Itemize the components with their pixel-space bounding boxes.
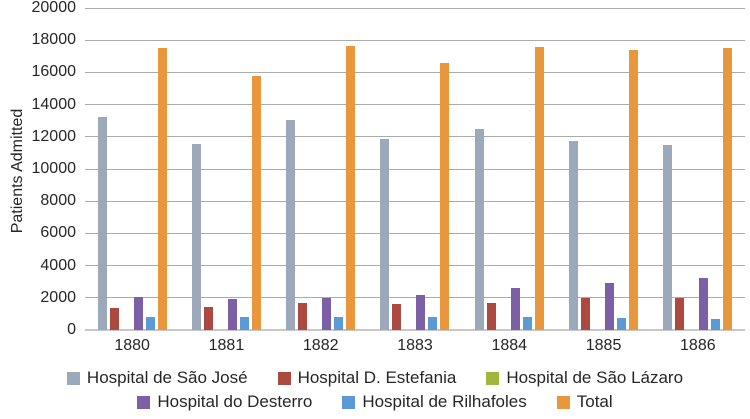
bar-1886-total (723, 48, 733, 330)
gridline-2000 (85, 297, 745, 299)
bar-1880-hospital-do-desterro (133, 297, 143, 330)
legend-item-hospital-de-s-o-jos-: Hospital de São José (66, 368, 248, 388)
bar-1886-hospital-d-estefania (675, 297, 685, 330)
bar-1881-hospital-d-estefania (203, 307, 213, 330)
bar-1881-total (251, 76, 261, 330)
bar-group-1886 (651, 8, 745, 330)
x-axis-line (85, 329, 745, 331)
gridline-20000 (85, 7, 745, 9)
y-tick-label-8000: 8000 (40, 192, 76, 210)
y-tick-label-4000: 4000 (40, 256, 76, 274)
x-tick-label-1880: 1880 (114, 337, 150, 354)
gridline-10000 (85, 168, 745, 170)
bar-1883-hospital-d-estefania (392, 304, 402, 330)
bar-1882-total (346, 45, 356, 330)
bar-1884-total (534, 46, 544, 330)
x-tick-label-1883: 1883 (397, 337, 433, 354)
legend-item-hospital-d-estefania: Hospital D. Estefania (277, 368, 457, 388)
y-tick-label-2000: 2000 (40, 288, 76, 306)
y-tick-label-14000: 14000 (31, 95, 77, 113)
legend-row-1: Hospital de São José Hospital D. Estefani… (66, 367, 683, 389)
legend-label: Hospital do Desterro (157, 392, 313, 411)
bar-1884-hospital-d-estefania (486, 303, 496, 330)
x-tick-label-1882: 1882 (302, 337, 339, 354)
bar-group-1885 (556, 8, 650, 330)
bar-1880-hospital-de-s-o-jos- (97, 117, 107, 330)
legend-label: Hospital D. Estefania (297, 368, 457, 387)
bar-1886-hospital-do-desterro (699, 278, 709, 330)
bar-1880-hospital-de-rilhafoles (145, 317, 155, 330)
bar-1881-hospital-do-desterro (227, 299, 237, 330)
bar-1881-hospital-de-rilhafoles (239, 317, 249, 330)
bar-1882-hospital-do-desterro (322, 297, 332, 330)
y-tick-label-18000: 18000 (31, 31, 77, 49)
legend-label: Hospital de Rilhafoles (362, 392, 527, 411)
bar-group-1880 (85, 8, 179, 330)
bar-1883-hospital-do-desterro (416, 294, 426, 330)
gridline-14000 (85, 104, 745, 106)
bar-1882-hospital-de-s-o-jos- (286, 119, 296, 330)
legend-row-2: Hospital do Desterro Hospital de Rilhafol… (137, 391, 613, 413)
bar-1885-hospital-de-rilhafoles (617, 317, 627, 330)
bar-group-1884 (462, 8, 556, 330)
bar-1880-hospital-d-estefania (109, 308, 119, 330)
y-tick-label-16000: 16000 (31, 63, 77, 81)
legend-item-total: Total (556, 392, 613, 412)
y-tick-label-10000: 10000 (31, 160, 77, 177)
gridline-8000 (85, 200, 745, 202)
bar-1882-hospital-d-estefania (298, 303, 308, 330)
legend-label: Hospital de São José (86, 368, 248, 387)
y-tick-label-6000: 6000 (40, 224, 76, 242)
legend-swatch-icon (486, 371, 500, 385)
bar-1880-total (157, 48, 167, 330)
bar-group-1881 (179, 8, 273, 330)
legend-label: Hospital de São Lázaro (506, 368, 684, 387)
bar-group-1883 (368, 8, 462, 330)
legend-item-hospital-de-s-o-l-zaro: Hospital de São Lázaro (486, 368, 683, 388)
bar-1884-hospital-de-rilhafoles (522, 317, 532, 330)
bar-1885-hospital-d-estefania (581, 297, 591, 330)
gridline-12000 (85, 136, 745, 138)
bar-1882-hospital-de-rilhafoles (334, 317, 344, 330)
y-tick-label-20000: 20000 (31, 0, 77, 16)
x-tick-label-1886: 1886 (680, 337, 716, 354)
legend-swatch-icon (66, 371, 80, 385)
y-tick-label-0: 0 (67, 321, 76, 338)
bar-1883-hospital-de-s-o-jos- (380, 139, 390, 330)
bar-1885-hospital-de-s-o-jos- (569, 140, 579, 330)
legend-swatch-icon (277, 371, 291, 385)
legend-label: Total (576, 392, 613, 411)
x-tick-label-1885: 1885 (585, 337, 622, 354)
legend-swatch-icon (556, 395, 570, 409)
x-axis-tick-labels: 1880 1881 1882 1883 1884 1885 1886 (85, 337, 745, 355)
bar-1885-hospital-do-desterro (605, 283, 615, 330)
bar-1883-total (440, 62, 450, 330)
bar-1886-hospital-de-rilhafoles (711, 318, 721, 330)
legend-swatch-icon (342, 395, 356, 409)
legend-item-hospital-de-rilhafoles: Hospital de Rilhafoles (342, 392, 527, 412)
legend-swatch-icon (137, 395, 151, 409)
y-axis-tick-labels: 0 2000 4000 6000 8000 10000 12000 14000 16000 180… (0, 0, 77, 338)
bar-group-1882 (274, 8, 368, 330)
bar-1885-total (629, 49, 639, 330)
bar-groups (85, 8, 745, 330)
y-tick-label-12000: 12000 (31, 127, 77, 145)
x-tick-label-1881: 1881 (208, 337, 245, 354)
plot-area (85, 7, 745, 331)
gridline-4000 (85, 265, 745, 267)
legend-item-hospital-do-desterro: Hospital do Desterro (137, 392, 312, 412)
gridline-6000 (85, 232, 745, 234)
bar-1884-hospital-de-s-o-jos- (474, 128, 484, 330)
bar-1886-hospital-de-s-o-jos- (663, 144, 673, 330)
bar-1883-hospital-de-rilhafoles (428, 317, 438, 330)
bar-1881-hospital-de-s-o-jos- (191, 144, 201, 330)
legend: Hospital de São José Hospital D. Estefani… (0, 367, 750, 413)
gridline-18000 (85, 39, 745, 41)
x-tick-label-1884: 1884 (491, 337, 528, 354)
gridline-16000 (85, 71, 745, 73)
bar-1884-hospital-do-desterro (510, 288, 520, 330)
